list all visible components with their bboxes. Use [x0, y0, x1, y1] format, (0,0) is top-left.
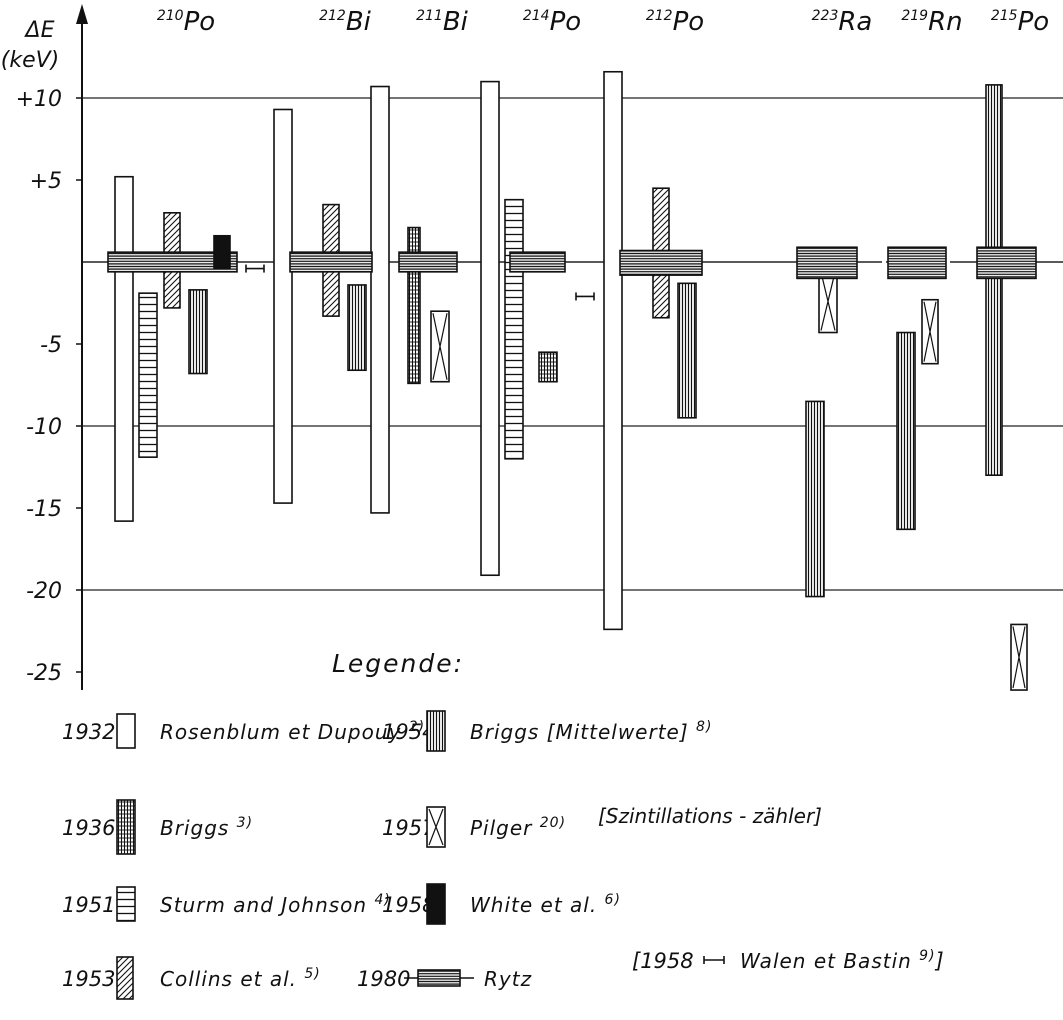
legend-label: Walen et Bastin 9)] [740, 948, 945, 973]
y-tick-label: +10 [16, 87, 62, 112]
bars-layer [107, 70, 1037, 691]
bar-briggs1954 [677, 282, 697, 419]
bar-sturm [138, 292, 158, 458]
bar-briggs1936 [538, 351, 558, 383]
legend-year: 1936 [62, 816, 115, 840]
nuclide-label: 214Po [523, 7, 581, 37]
y-ticks: +10 +5 -5 -10 -15 -20 -25 [16, 87, 82, 686]
bar-pilger [818, 269, 838, 334]
y-tick-label: -15 [26, 497, 62, 522]
legend-item-briggs1936: 1936 Briggs 3) [62, 799, 253, 855]
legend-swatch [417, 969, 461, 987]
y-axis-label: ΔE [24, 18, 55, 43]
bar-pilger [921, 298, 939, 365]
y-tick-label: -10 [26, 415, 62, 440]
bar-walen [245, 264, 265, 273]
legend-item-white: 1958 White et al. 6) [382, 883, 621, 925]
bar-walen [575, 292, 595, 301]
legend-swatch [703, 956, 725, 964]
legend-swatch [116, 799, 136, 855]
bar-rosenblum [114, 175, 134, 522]
bar-rosenblum [480, 80, 500, 577]
legend-item-walen: [1958 Walen et Bastin 9)] [632, 948, 945, 973]
nuclide-label: 215Po [991, 7, 1049, 37]
nuclide-label: 211Bi [416, 7, 469, 37]
y-tick-label: -25 [26, 661, 62, 686]
bar-rytz [976, 246, 1037, 280]
bar-rytz [796, 246, 858, 280]
legend-title: Legende: [332, 649, 464, 678]
bar-rosenblum [273, 108, 293, 504]
legend-label: Sturm and Johnson 4) [160, 892, 391, 917]
legend-swatch [116, 886, 136, 922]
bar-rosenblum [370, 85, 390, 514]
bar-rytz [887, 246, 947, 280]
legend-label: Briggs 3) [160, 815, 253, 840]
bar-sturm [504, 198, 524, 460]
legend-swatch [426, 710, 446, 752]
legend-year: 1953 [62, 967, 115, 991]
bar-pilger [430, 310, 450, 383]
legend-year: 1932 [62, 720, 115, 744]
y-tick-label: -20 [26, 579, 62, 604]
legend-item-sturm: 1951 Sturm and Johnson 4) [62, 886, 391, 922]
legend-label: Collins et al. 5) [160, 966, 321, 991]
bar-briggs1954 [347, 284, 367, 372]
legend-item-collins: 1953 Collins et al. 5) [62, 956, 321, 1000]
legend-item-briggs1954: 1954 Briggs [Mittelwerte] 8) [382, 710, 712, 752]
y-axis-arrow [76, 4, 88, 24]
bar-briggs1954 [805, 400, 825, 598]
bar-rytz [619, 249, 703, 276]
bar-rytz [509, 251, 566, 273]
bar-white [213, 234, 231, 270]
y-axis-unit: (keV) [1, 48, 60, 73]
legend: 1932 Rosenblum et Dupouy 2)1936 Briggs 3)1… [62, 710, 945, 1000]
bar-pilger [1010, 623, 1028, 691]
legend-swatch [116, 713, 136, 749]
bar-briggs1954 [985, 84, 1003, 477]
legend-swatch [426, 883, 446, 925]
legend-year: 1980 – [357, 967, 428, 991]
nuclide-label: 210Po [157, 7, 215, 37]
bar-briggs1954 [188, 289, 208, 375]
nuclide-label: 212Bi [319, 7, 372, 37]
bar-rytz [289, 251, 373, 273]
y-tick-label: -5 [40, 333, 62, 358]
nuclide-labels: 210Po 212Bi 211Bi 214Po 212Po 223Ra 219Rn 215Po [157, 7, 1049, 37]
legend-label: Rytz [484, 967, 532, 991]
grid-layer [82, 97, 1063, 591]
bar-briggs1936 [407, 226, 421, 385]
legend-label: White et al. 6) [470, 892, 621, 917]
legend-label: Pilger 20) [470, 815, 566, 840]
legend-label: Briggs [Mittelwerte] 8) [470, 719, 712, 744]
y-axis: ΔE (keV) [1, 4, 88, 690]
y-tick-label: +5 [30, 169, 62, 194]
bar-rosenblum [603, 70, 623, 631]
legend-year: 1951 [62, 893, 115, 917]
bar-rytz [107, 251, 238, 273]
legend-swatch [116, 956, 134, 1000]
legend-swatch [426, 806, 446, 848]
legend-note: [Szintillations - zähler] [598, 804, 822, 828]
nuclide-label: 219Rn [901, 7, 962, 37]
bar-rytz [398, 251, 458, 273]
nuclide-label: 223Ra [812, 7, 873, 37]
nuclide-label: 212Po [646, 7, 704, 37]
legend-label: Rosenblum et Dupouy 2) [160, 719, 425, 744]
legend-item-rytz: 1980 – Rytz [357, 967, 532, 991]
legend-item-pilger: 1957 Pilger 20) [Szintillations - zähler] [382, 804, 822, 848]
legend-year: [1958 [632, 949, 694, 973]
bar-briggs1954 [896, 331, 916, 531]
legend-item-rosenblum: 1932 Rosenblum et Dupouy 2) [62, 713, 425, 749]
